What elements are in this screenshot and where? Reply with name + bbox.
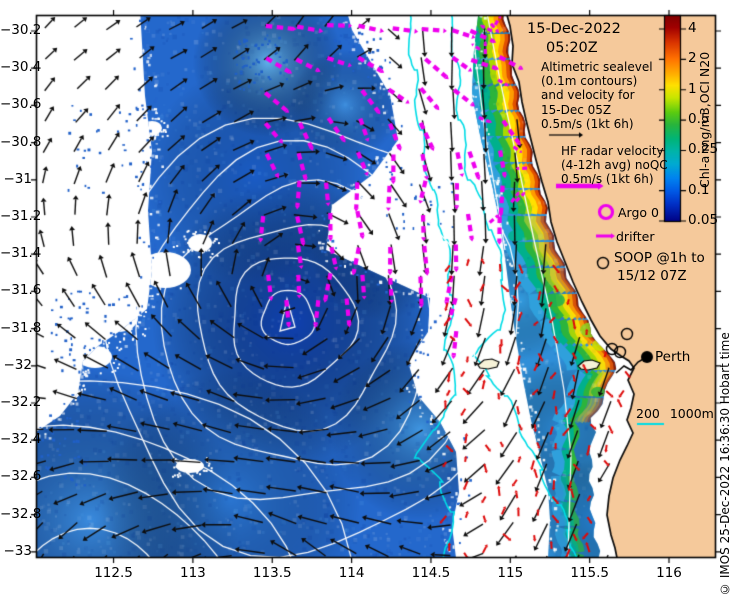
copyright-watermark: © IMOS 25-Dec-2022 16:36:30 Hobart time [718, 332, 732, 596]
y-tick-label: −32.6 [0, 468, 42, 485]
y-tick-label: −31.2 [0, 208, 42, 224]
colorbar-tick-label: 0.1 [688, 181, 710, 198]
y-tick-label: −33 [3, 542, 33, 559]
y-tick-label: −30.8 [0, 133, 42, 150]
x-tick-label: 116 [656, 565, 682, 581]
y-tick-label: −31.4 [0, 245, 42, 262]
y-tick-label: −32.2 [0, 394, 42, 410]
colorbar-tick-label: 0.5 [688, 111, 710, 128]
x-tick-label: 113.5 [252, 565, 292, 581]
y-tick-label: −30.2 [0, 22, 42, 38]
depth-contour-legend: 200 1000m [636, 406, 714, 421]
colorbar-tick-label: 0.05 [688, 212, 719, 229]
y-tick-label: −30.6 [0, 96, 42, 113]
timestamp-date: 15-Dec-2022 [527, 21, 621, 37]
y-tick-label: −32 [3, 356, 33, 373]
hf-radar-note: HF radar velocity (4-12h avg) noQC 0.5m/… [561, 144, 668, 187]
y-tick-label: −31.6 [0, 282, 42, 299]
drifter-legend-label: drifter [616, 229, 655, 244]
altimetric-note-line: Altimetric sealevel [541, 60, 653, 74]
timestamp-time: 05:20Z [546, 40, 598, 56]
altimetric-note: Altimetric sealevel (0.1m contours) and … [541, 60, 653, 131]
hf-radar-note-line: HF radar velocity [561, 144, 664, 158]
hf-radar-note-line: 0.5m/s (1kt 6h) [561, 172, 654, 187]
y-tick-label: −31 [3, 170, 33, 187]
soop-legend-line2: 15/12 07Z [617, 268, 687, 284]
altimetric-note-line: (0.1m contours) [541, 74, 638, 89]
y-tick-label: −32.8 [0, 505, 42, 522]
colorbar-tick-label: 1 [688, 80, 697, 97]
altimetric-note-line: 15-Dec 05Z [541, 102, 612, 117]
x-tick-label: 114 [338, 565, 365, 581]
x-tick-label: 113 [180, 565, 206, 581]
hf-radar-note-line: (4-12h avg) noQC [561, 158, 668, 173]
colorbar-tick-label: 2 [688, 50, 697, 67]
soop-legend-line1: SOOP @1h to [614, 250, 705, 266]
y-tick-label: −30.4 [0, 59, 42, 76]
x-tick-label: 114.5 [411, 565, 451, 581]
colorbar-tick-label: 4 [688, 20, 697, 36]
perth-label: Perth [655, 349, 691, 365]
x-tick-label: 115.5 [570, 565, 609, 581]
altimetric-note-line: 0.5m/s (1kt 6h) [541, 116, 634, 131]
x-tick-label: 112.5 [94, 565, 133, 581]
colorbar-tick-label: 0.25 [688, 141, 719, 158]
x-tick-label: 115 [497, 565, 524, 581]
argo-legend-label: Argo 0 [618, 205, 659, 220]
y-tick-label: −31.8 [0, 319, 42, 336]
altimetric-note-line: and velocity for [541, 88, 635, 103]
y-tick-label: −32.4 [0, 431, 42, 448]
